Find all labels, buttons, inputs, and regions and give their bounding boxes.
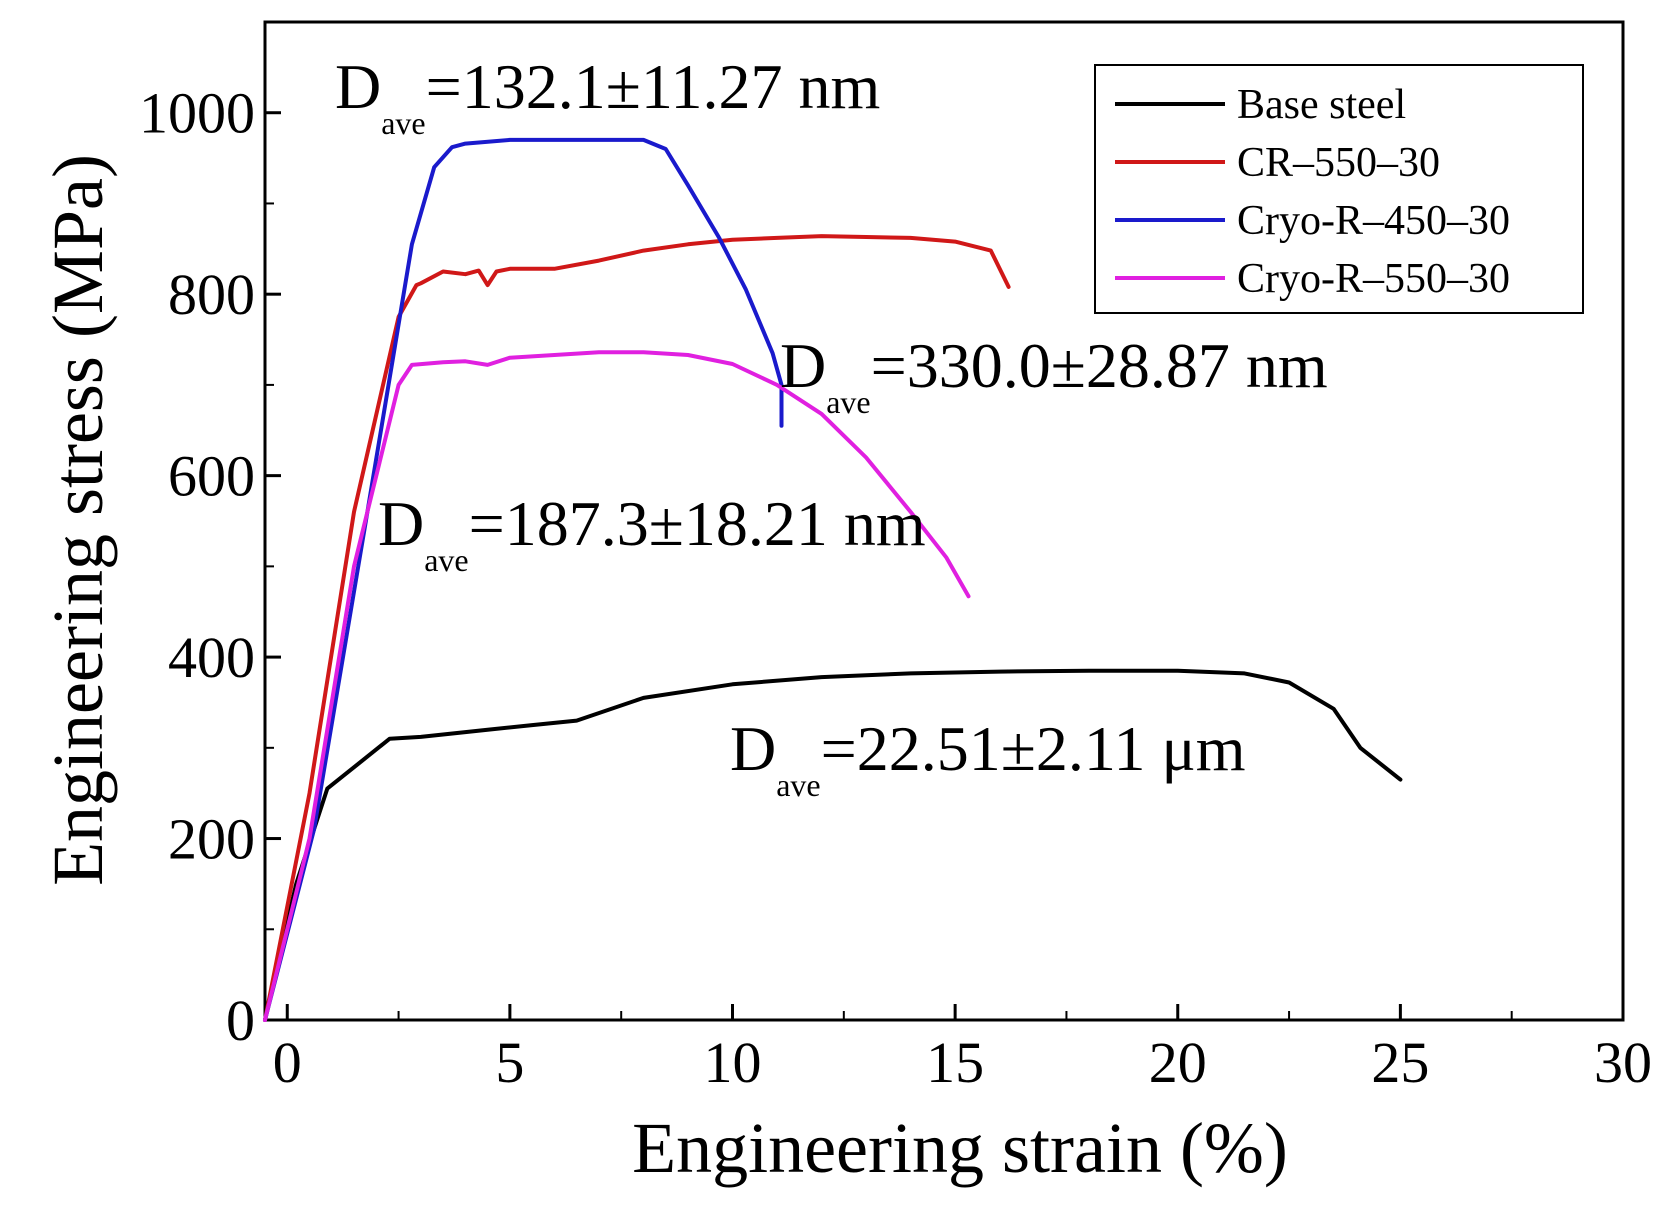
series-line-2 [263, 137, 784, 1022]
x-tick-label: 30 [1594, 1030, 1652, 1095]
annotation-cr-550: Dave=330.0±28.87 nm [780, 330, 1328, 420]
x-tick-label: 25 [1371, 1030, 1429, 1095]
series-line-3 [263, 350, 971, 1022]
legend-label-2: Cryo-R–450–30 [1237, 198, 1510, 244]
x-axis-title: Engineering strain (%) [632, 1108, 1288, 1188]
y-tick-label: 1000 [139, 81, 255, 146]
axis-ticks [265, 111, 1625, 1022]
annotation-base-steel: Dave=22.51±2.11 μm [730, 713, 1246, 803]
legend: Base steel CR–550–30 Cryo-R–450–30 Cryo-R–5… [1094, 64, 1584, 314]
annotation-cryo-r-450: Dave=132.1±11.27 nm [335, 51, 880, 141]
series-line-0 [263, 668, 1403, 1022]
y-tick-label: 200 [168, 807, 255, 872]
y-tick-labels: 0 200 400 600 800 1000 [139, 81, 255, 1053]
y-tick-label: 400 [168, 625, 255, 690]
y-tick-label: 0 [226, 988, 255, 1053]
legend-label-1: CR–550–30 [1237, 140, 1440, 186]
y-tick-label: 800 [168, 262, 255, 327]
annotation-cryo-r-550: Dave=187.3±18.21 nm [378, 488, 926, 578]
x-tick-label: 15 [926, 1030, 984, 1095]
series-lines [263, 137, 1403, 1022]
y-tick-label: 600 [168, 444, 255, 509]
y-axis-title: Engineering stress (MPa) [38, 154, 118, 886]
x-tick-label: 0 [273, 1030, 302, 1095]
legend-box [1094, 64, 1584, 314]
x-tick-label: 20 [1149, 1030, 1207, 1095]
legend-label-0: Base steel [1237, 82, 1406, 128]
legend-label-3: Cryo-R–550–30 [1237, 256, 1510, 302]
x-tick-label: 5 [495, 1030, 524, 1095]
legend-items: Base steel CR–550–30 Cryo-R–450–30 Cryo-R–5… [1115, 82, 1510, 302]
plot-frame [263, 20, 1625, 1022]
x-tick-label: 10 [704, 1030, 762, 1095]
series-line-1 [263, 234, 1011, 1022]
x-tick-labels: 0 5 10 15 20 25 30 [273, 1030, 1652, 1095]
